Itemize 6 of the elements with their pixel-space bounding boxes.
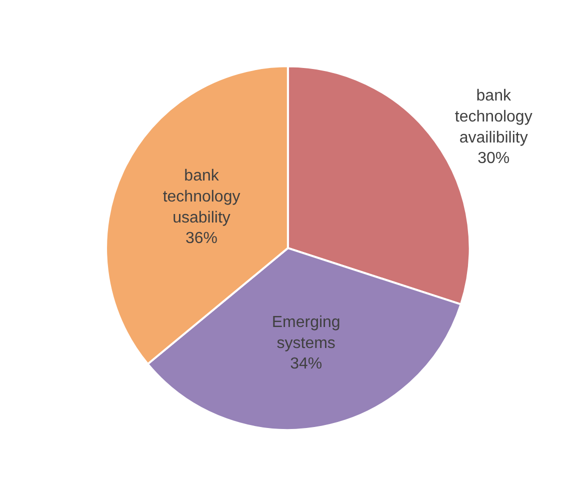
slice-label: bank technology availibility bbox=[454, 88, 532, 146]
data-label: 34% bbox=[290, 356, 322, 373]
slice-label: bank technology usability bbox=[162, 168, 240, 226]
data-label: 30% bbox=[478, 150, 510, 168]
data-label: 36% bbox=[186, 230, 218, 248]
slice-label: Emerging systems bbox=[272, 314, 340, 352]
